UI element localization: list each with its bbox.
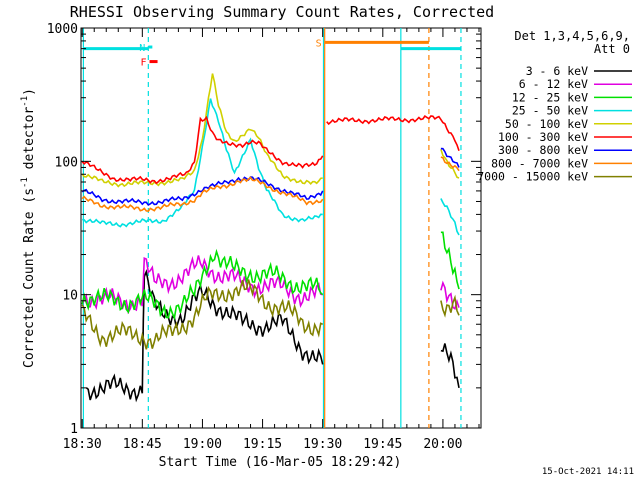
y-tick-label: 10	[62, 289, 78, 304]
x-axis-label: Start Time (16-Mar-05 18:29:42)	[159, 455, 402, 470]
y-axis-label-sup2: -1	[20, 96, 30, 107]
series-line	[440, 198, 460, 236]
series-line	[81, 73, 323, 188]
series-line	[81, 115, 324, 185]
y-tick-label: 1000	[47, 22, 78, 37]
chart-title: RHESSI Observing Summary Count Rates, Co…	[70, 3, 494, 21]
series-line	[440, 231, 460, 290]
series-line	[440, 147, 460, 168]
x-tick-label: 19:15	[243, 437, 282, 452]
legend-label: 100 - 300 keV	[498, 130, 588, 144]
legend-header-1: Det 1,3,4,5,6,9,	[514, 29, 630, 43]
x-tick-label: 18:45	[123, 437, 162, 452]
x-tick-label: 18:30	[63, 437, 102, 452]
x-tick-label: 19:45	[363, 437, 402, 452]
footer-date: 15-Oct-2021 14:11	[542, 467, 634, 477]
flag-label: S	[316, 38, 322, 49]
series-line	[440, 156, 460, 172]
plot-frame	[80, 27, 482, 429]
x-tick-label: 19:30	[303, 437, 342, 452]
series-line	[85, 269, 324, 403]
legend-label: 6 - 12 keV	[519, 77, 588, 91]
flag-bars: NF S	[83, 38, 461, 69]
legend-label: 3 - 6 keV	[526, 64, 588, 78]
legend-label: 50 - 100 keV	[505, 117, 588, 131]
y-axis-label-sup1: -1	[20, 177, 30, 188]
series-line	[82, 98, 323, 228]
legend-label: 12 - 25 keV	[512, 90, 588, 104]
series-line	[81, 176, 324, 212]
y-axis-label-mid: detector	[22, 107, 37, 178]
y-axis-label-main: Corrected Count Rate (s	[22, 188, 37, 368]
marker-lines	[82, 28, 462, 428]
y-axis-ticks: 1 10 100 1000	[47, 22, 481, 437]
legend-header-2: Att 0	[594, 42, 630, 56]
series-line	[440, 294, 460, 318]
x-tick-label: 20:00	[423, 437, 462, 452]
series-line	[81, 279, 323, 350]
series-lines	[81, 73, 460, 403]
flag-label: F	[141, 58, 147, 69]
series-line	[81, 255, 323, 315]
legend-label: 300 - 800 keV	[498, 143, 588, 157]
legend-label: 25 - 50 keV	[512, 104, 588, 118]
legend-label: 7000 - 15000 keV	[477, 170, 588, 184]
series-line	[440, 343, 460, 389]
flag-label: N	[139, 43, 145, 54]
y-tick-label: 1	[70, 422, 78, 437]
plot-area: NFS 18:30 18:45 19:00 19:15 19:30 19:45 20:00 …	[47, 22, 482, 452]
series-line	[440, 148, 460, 179]
x-axis-ticks: 18:30 18:45 19:00 19:15 19:30 19:45 20:00	[63, 28, 480, 452]
x-tick-label: 19:00	[183, 437, 222, 452]
series-line	[81, 248, 324, 321]
y-tick-label: 100	[55, 155, 78, 170]
legend-label: 800 - 7000 keV	[491, 156, 588, 170]
series-line	[326, 115, 460, 152]
y-axis-label: Corrected Count Rate (s-1 detector-1)	[20, 88, 37, 368]
y-axis-label-end: )	[22, 88, 37, 96]
